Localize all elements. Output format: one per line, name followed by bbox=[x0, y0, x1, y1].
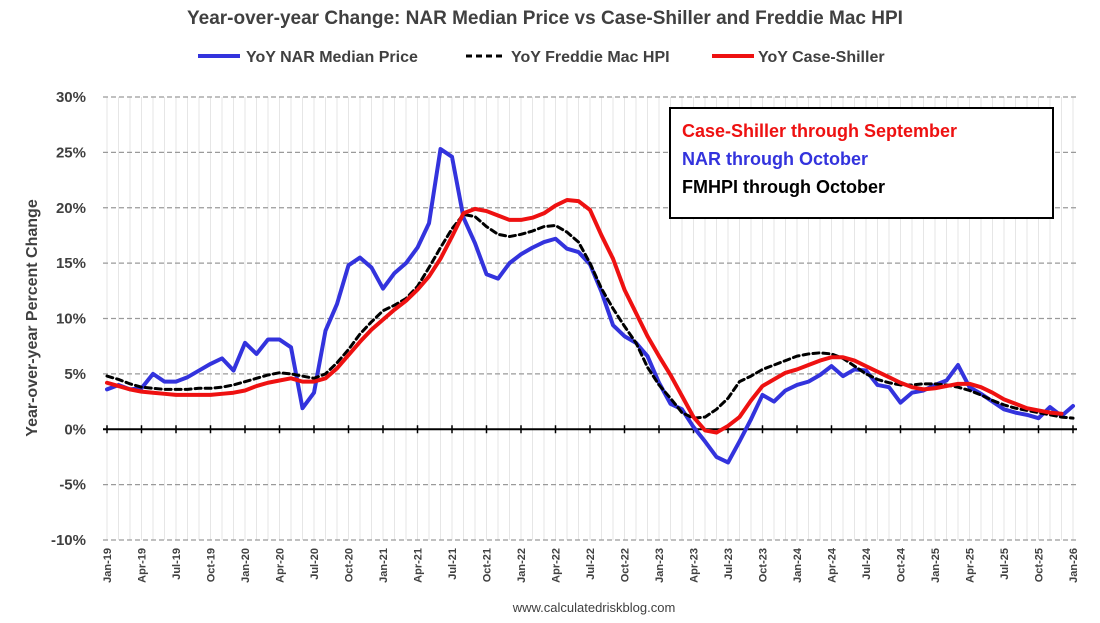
x-tick-label: Oct-20 bbox=[344, 548, 356, 582]
x-tick-label: Apr-24 bbox=[827, 547, 839, 583]
series-line-2 bbox=[105, 198, 1064, 435]
x-tick-label: Oct-19 bbox=[206, 548, 218, 582]
x-tick-label: Jul-25 bbox=[999, 548, 1011, 580]
series-lines bbox=[105, 147, 1075, 465]
x-tick-label: Oct-25 bbox=[1034, 548, 1046, 582]
x-tick-label: Jan-21 bbox=[378, 548, 390, 583]
y-tick-label: 5% bbox=[64, 366, 86, 383]
y-tick-label: 30% bbox=[56, 89, 86, 106]
x-tick-label: Apr-20 bbox=[275, 548, 287, 583]
x-tick-label: Oct-22 bbox=[620, 548, 632, 582]
y-tick-label: 0% bbox=[64, 421, 86, 438]
legend-label-nar: YoY NAR Median Price bbox=[246, 49, 418, 66]
x-tick-label: Jul-21 bbox=[447, 548, 459, 580]
annotation-case-shiller: Case-Shiller through September bbox=[682, 121, 957, 141]
x-tick-label: Apr-23 bbox=[689, 548, 701, 583]
x-axis-ticks: Jan-19 Apr-19 Jul-19 Oct-19 Jan-20 Apr-20 Jul-… bbox=[102, 425, 1080, 583]
y-axis-label: Year-over-year Percent Change bbox=[24, 199, 41, 437]
y-tick-label: 15% bbox=[56, 255, 86, 272]
legend-label-freddie: YoY Freddie Mac HPI bbox=[511, 49, 670, 66]
legend: YoY NAR Median Price YoY Freddie Mac HPI… bbox=[198, 49, 885, 66]
x-tick-label: Jul-20 bbox=[309, 548, 321, 580]
x-tick-label: Apr-21 bbox=[413, 548, 425, 583]
annotation-box: Case-Shiller through September NAR throu… bbox=[669, 107, 1054, 219]
x-tick-label: Apr-22 bbox=[551, 548, 563, 583]
y-tick-label: 20% bbox=[56, 200, 86, 217]
annotation-nar: NAR through October bbox=[682, 149, 868, 169]
y-tick-label: -10% bbox=[51, 532, 86, 549]
x-tick-label: Jan-24 bbox=[792, 547, 804, 583]
annotation-box-frame bbox=[669, 107, 1054, 219]
x-tick-label: Jan-20 bbox=[240, 548, 252, 583]
series-line-1 bbox=[105, 212, 1075, 420]
x-tick-label: Jan-25 bbox=[930, 548, 942, 583]
x-tick-label: Jan-23 bbox=[654, 548, 666, 583]
x-tick-label: Jul-24 bbox=[861, 547, 873, 580]
x-tick-label: Jul-19 bbox=[171, 548, 183, 580]
x-tick-label: Jul-23 bbox=[723, 548, 735, 580]
y-tick-label: -5% bbox=[59, 477, 86, 494]
x-tick-label: Jan-19 bbox=[102, 548, 114, 583]
legend-label-case-shiller: YoY Case-Shiller bbox=[758, 49, 885, 66]
x-tick-label: Jan-22 bbox=[516, 548, 528, 583]
y-axis-ticks: -10% -5% 0% 5% 10% 15% 20% 25% 30% bbox=[51, 89, 86, 549]
chart-title: Year-over-year Change: NAR Median Price … bbox=[187, 8, 903, 29]
x-tick-label: Oct-24 bbox=[896, 547, 908, 582]
y-tick-label: 25% bbox=[56, 144, 86, 161]
y-tick-label: 10% bbox=[56, 311, 86, 328]
annotation-fmhpi: FMHPI through October bbox=[682, 177, 885, 197]
x-tick-label: Apr-25 bbox=[965, 548, 977, 583]
x-tick-label: Jul-22 bbox=[585, 548, 597, 580]
grid bbox=[103, 96, 1077, 541]
x-tick-label: Apr-19 bbox=[137, 548, 149, 583]
x-tick-label: Oct-21 bbox=[482, 548, 494, 582]
x-tick-label: Oct-23 bbox=[758, 548, 770, 582]
x-tick-label: Jan-26 bbox=[1068, 548, 1080, 583]
source-credit: www.calculatedriskblog.com bbox=[512, 600, 676, 615]
